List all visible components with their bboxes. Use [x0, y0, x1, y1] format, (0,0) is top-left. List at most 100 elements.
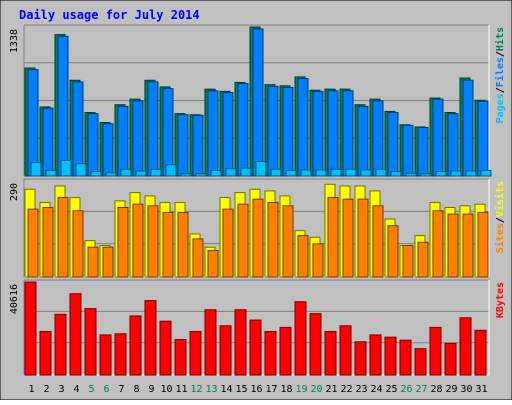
bar-sites-day-15 — [237, 203, 249, 278]
bar-sites-day-31 — [477, 211, 489, 278]
bar-pages-day-18 — [285, 169, 297, 177]
panel-max-label: 40616 — [9, 284, 20, 314]
panel-visits: 290 Sites/Visits — [9, 178, 506, 278]
bar-sites-day-3 — [57, 197, 69, 278]
bar-sites-day-4 — [72, 210, 84, 278]
bar-kbytes-day-6 — [99, 334, 112, 376]
bar-sites-day-20 — [312, 243, 324, 278]
bar-pages-day-22 — [345, 168, 357, 177]
bar-kbytes-day-2 — [39, 330, 52, 376]
bar-kbytes-day-5 — [84, 308, 97, 376]
bar-kbytes-day-21 — [324, 330, 337, 376]
panel-kbytes: 40616 KBytes — [9, 279, 506, 376]
day-label-18: 18 — [280, 384, 292, 395]
legend-text: Sites/Visits — [494, 181, 506, 253]
bar-kbytes-day-15 — [234, 309, 247, 376]
panel-legend: Pages/Files/Hits — [494, 27, 506, 123]
bar-kbytes-day-20 — [309, 313, 322, 376]
bar-pages-day-4 — [75, 163, 87, 177]
day-label-5: 5 — [88, 384, 94, 395]
bar-sites-day-5 — [87, 246, 99, 278]
bar-pages-day-2 — [45, 169, 57, 177]
bar-kbytes-day-8 — [129, 315, 142, 376]
bar-sites-day-29 — [447, 213, 459, 278]
bar-sites-day-10 — [162, 211, 174, 278]
bar-pages-day-1 — [30, 162, 42, 177]
bar-sites-day-8 — [132, 203, 144, 278]
bar-sites-day-11 — [177, 211, 189, 278]
bar-kbytes-day-23 — [354, 341, 367, 376]
day-label-1: 1 — [28, 384, 34, 395]
bar-kbytes-day-14 — [219, 325, 232, 376]
bar-sites-day-21 — [327, 197, 339, 278]
bar-pages-day-20 — [315, 169, 327, 177]
day-axis: 1 2 3 4 5 6 7 8 9 10 11 12 13 14 15 16 17 18 19 20 21 22 23 24 2… — [28, 384, 487, 395]
legend-text: Pages/Files/Hits — [494, 27, 506, 123]
bar-kbytes-day-19 — [294, 301, 307, 376]
bar-sites-day-13 — [207, 250, 219, 278]
bar-sites-day-9 — [147, 205, 159, 278]
day-label-2: 2 — [43, 384, 49, 395]
bar-pages-day-8 — [135, 170, 147, 177]
bar-kbytes-day-30 — [459, 317, 472, 376]
bar-sites-day-1 — [27, 208, 39, 278]
day-label-14: 14 — [220, 384, 232, 395]
bar-sites-day-2 — [42, 206, 54, 278]
legend-item-pages: Pages — [495, 93, 506, 123]
day-label-17: 17 — [265, 384, 277, 395]
bar-sites-day-24 — [372, 205, 384, 278]
bar-sites-day-18 — [282, 205, 294, 278]
day-label-13: 13 — [205, 384, 217, 395]
bar-sites-day-7 — [117, 206, 129, 278]
bar-pages-day-28 — [435, 171, 447, 177]
bar-kbytes-day-9 — [144, 300, 157, 376]
bar-sites-day-23 — [357, 198, 369, 278]
bar-sites-day-19 — [297, 235, 309, 278]
day-label-21: 21 — [325, 384, 337, 395]
bar-sites-day-12 — [192, 238, 204, 278]
day-label-31: 31 — [475, 384, 487, 395]
bar-kbytes-day-11 — [174, 339, 187, 376]
bar-pages-day-16 — [255, 161, 267, 177]
bar-sites-day-30 — [462, 213, 474, 278]
day-label-26: 26 — [400, 384, 412, 395]
bar-pages-day-17 — [270, 168, 282, 177]
bar-pages-day-24 — [375, 168, 387, 177]
day-label-3: 3 — [58, 384, 64, 395]
bar-pages-day-10 — [165, 164, 177, 177]
day-label-25: 25 — [385, 384, 397, 395]
bar-kbytes-day-3 — [54, 313, 67, 376]
day-label-27: 27 — [415, 384, 427, 395]
legend-separator: / — [495, 217, 506, 223]
day-label-10: 10 — [160, 384, 172, 395]
bar-pages-day-13 — [210, 169, 222, 177]
bar-kbytes-day-16 — [249, 319, 262, 376]
bar-pages-day-6 — [105, 172, 117, 177]
legend-item-hits: Hits — [494, 27, 506, 51]
legend-separator: / — [495, 51, 506, 57]
bar-pages-day-12 — [195, 173, 207, 177]
bar-sites-day-17 — [267, 202, 279, 278]
day-label-30: 30 — [460, 384, 472, 395]
bar-sites-day-27 — [417, 241, 429, 278]
bar-pages-day-31 — [480, 169, 492, 177]
bar-kbytes-day-24 — [369, 334, 382, 376]
panel-max-label: 1338 — [9, 29, 20, 53]
bar-kbytes-day-1 — [24, 281, 37, 376]
bar-pages-day-9 — [150, 168, 162, 177]
panel-legend: KBytes — [495, 282, 506, 318]
bar-kbytes-day-26 — [399, 339, 412, 376]
bar-sites-day-28 — [432, 210, 444, 278]
legend-item-sites: Sites — [494, 223, 506, 253]
day-label-4: 4 — [73, 384, 79, 395]
day-label-23: 23 — [355, 384, 367, 395]
bar-kbytes-day-29 — [444, 342, 457, 376]
bar-pages-day-25 — [390, 171, 402, 177]
bar-kbytes-day-18 — [279, 326, 292, 376]
bar-pages-day-7 — [120, 168, 132, 177]
bar-pages-day-23 — [360, 169, 372, 177]
day-label-6: 6 — [103, 384, 109, 395]
bar-pages-day-27 — [420, 173, 432, 177]
